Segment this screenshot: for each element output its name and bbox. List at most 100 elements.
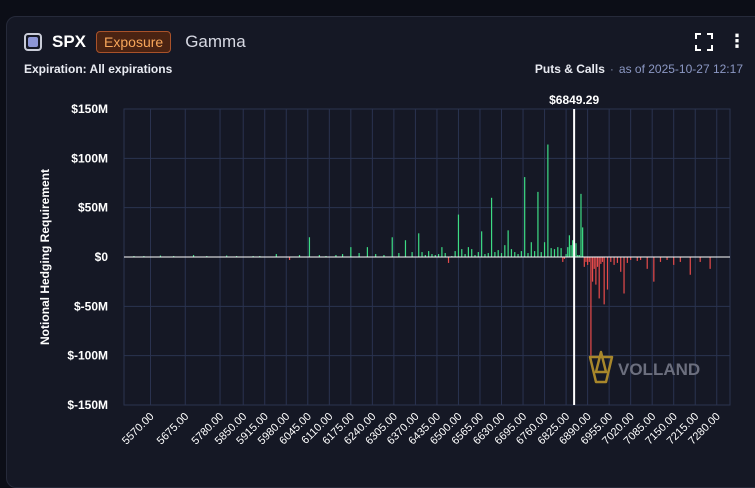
y-tick-label: $0 [95,250,109,264]
gamma-bar [477,252,479,257]
gamma-bar [613,257,615,265]
spot-price-label: $6849.29 [549,93,599,107]
gamma-bar [596,257,599,267]
gamma-bar [504,245,506,257]
gamma-bar [275,254,277,257]
gamma-bar [341,254,344,257]
gamma-bar [497,250,499,257]
gamma-bar [575,243,577,257]
gamma-bar [375,254,377,257]
gamma-bar [595,257,597,285]
gamma-bar [568,235,570,257]
gamma-bar [159,255,162,257]
gamma-bar [666,257,668,260]
gamma-bar [570,245,572,257]
gamma-bar [606,257,609,290]
gamma-bar [383,255,385,257]
gamma-bar [626,257,628,263]
watermark-text: VOLLAND [618,360,700,379]
gamma-bar [424,255,426,257]
gamma-bar [366,247,368,257]
gamma-bar [639,257,642,260]
x-tick-label: 5570.00 [120,411,157,448]
gamma-bar [567,247,569,257]
gamma-bar [590,257,592,356]
gamma-bar [421,252,423,257]
gamma-bar [583,257,585,267]
gamma-bar [391,237,393,257]
gamma-bar [524,177,526,257]
gamma-bar [540,252,542,257]
gamma-bar [514,252,516,257]
gamma-bar [537,191,539,257]
y-tick-label: $-150M [67,398,108,412]
gamma-bar [582,227,584,257]
option-type-filter[interactable]: Puts & Calls [534,62,605,76]
gamma-bar [591,257,594,282]
checkbox-icon[interactable] [24,33,42,51]
x-tick-label: 5675.00 [155,411,192,448]
gamma-bar [601,257,604,262]
gamma-bar [500,253,503,257]
gamma-bar [298,255,301,257]
gamma-bar [689,257,691,275]
gamma-bar [598,257,600,299]
gamma-bar [580,193,582,257]
gamma-bar [679,257,681,262]
gamma-bar [447,257,450,263]
gamma-bar [593,257,595,269]
symbol-label: SPX [52,32,87,51]
gamma-bar [461,249,463,257]
gamma-bar [550,248,552,257]
gamma-bar [494,252,496,257]
gamma-bar [471,249,473,257]
y-tick-label: $-50M [74,299,108,313]
expiration-filter[interactable]: Expiration: All expirations [24,62,173,76]
y-tick-label: $150M [71,102,108,116]
gamma-bar [487,253,489,257]
gamma-bar [418,233,420,257]
gamma-bar [673,257,675,265]
gamma-bar [603,257,605,305]
gamma-bar [562,257,564,262]
gamma-bar [335,255,337,257]
gamma-bar [587,257,589,265]
fullscreen-icon[interactable] [694,32,714,52]
x-axis: 5570.005675.005780.005850.005915.005980.… [120,411,723,448]
gamma-bar [490,197,493,257]
gamma-bar [520,251,522,257]
gamma-bar [572,240,574,257]
gamma-bar [411,252,413,257]
gamma-chart: $150M $100M $50M $0 $-50M $-100M $-150M 5570.0… [38,93,731,448]
gamma-bar [444,253,446,257]
gamma-bar [659,257,662,262]
y-tick-label: $-100M [67,349,108,363]
metric-label: Gamma [185,32,246,51]
gamma-bar [557,247,559,257]
gamma-bar [358,253,360,257]
gamma-bar [308,237,311,257]
y-axis-title: Notional Hedging Requirement [38,169,52,345]
y-tick-label: $100M [71,151,108,165]
gamma-bar [350,247,352,257]
gamma-bar [530,242,532,257]
gamma-bar [464,254,466,257]
gamma-bar [616,257,619,263]
gamma-bar [527,253,529,257]
y-axis: $150M $100M $50M $0 $-50M $-100M $-150M [67,102,108,412]
gamma-bar [623,257,625,294]
gamma-bar [507,230,509,257]
gamma-bar [398,253,400,257]
gamma-bar [437,254,440,257]
gamma-bar [563,257,566,259]
gamma-bar [646,257,648,269]
gamma-bar [428,251,430,257]
exposure-badge[interactable]: Exposure [96,31,172,53]
gamma-bar [547,144,549,257]
gamma-bar [534,251,536,257]
gamma-bar [441,247,443,257]
gamma-bar [467,247,469,257]
gamma-bar [481,231,483,257]
gamma-bar [192,255,195,257]
gamma-bar [517,254,519,257]
